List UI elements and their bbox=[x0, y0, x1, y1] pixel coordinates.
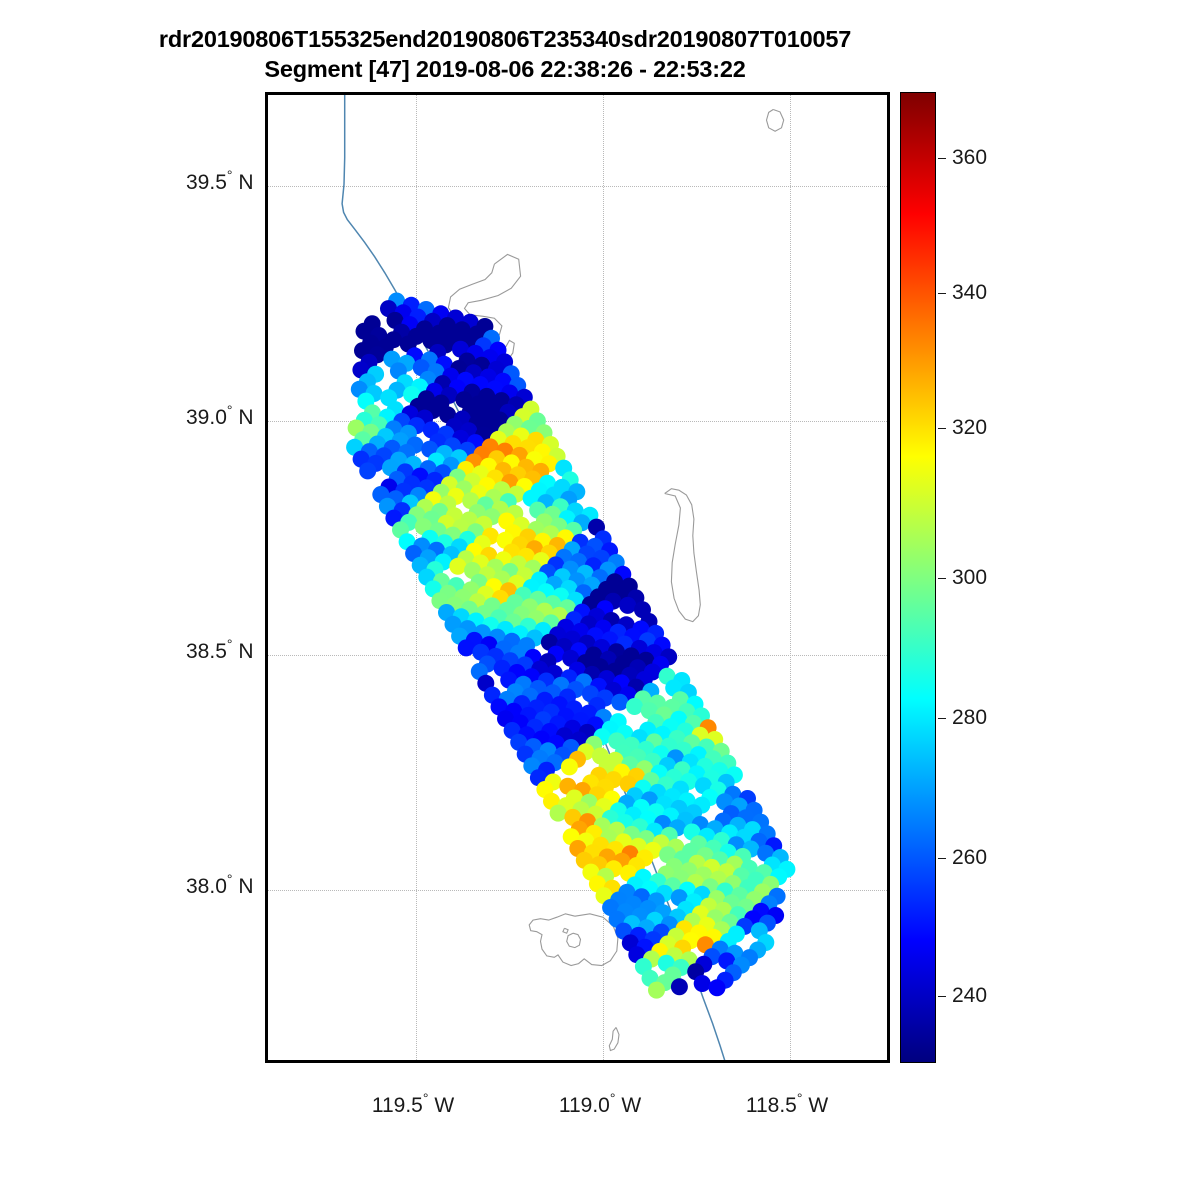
swath-sample-marker bbox=[549, 804, 567, 822]
swath-sample-marker bbox=[449, 557, 467, 575]
swath-sample-marker bbox=[693, 975, 711, 992]
degree-symbol: ° bbox=[226, 402, 233, 418]
ytick-label-38.0: 38.0° N bbox=[186, 872, 254, 899]
xtick-hemisphere: W bbox=[808, 1094, 829, 1117]
xtick-value: 119.5 bbox=[371, 1094, 423, 1117]
title-line-2: Segment [47] 2019-08-06 22:38:26 - 22:53… bbox=[264, 56, 746, 83]
degree-symbol: ° bbox=[226, 636, 233, 652]
xtick-hemisphere: W bbox=[621, 1094, 642, 1117]
lake-south bbox=[608, 1027, 620, 1052]
colorbar-label-240: 240 bbox=[952, 984, 988, 1007]
swath-sample-marker bbox=[457, 639, 475, 657]
colorbar-tick-360 bbox=[938, 158, 946, 159]
colorbar-label-300: 300 bbox=[952, 566, 988, 589]
colorbar-label-260: 260 bbox=[952, 846, 988, 869]
map-axes bbox=[265, 92, 890, 1063]
swath-sample-marker bbox=[611, 693, 629, 711]
coastline-layer bbox=[447, 108, 785, 1052]
swath-sample-marker bbox=[560, 758, 578, 776]
gridline-lat-38.0 bbox=[268, 890, 887, 891]
gridline-lon-118.5 bbox=[790, 95, 791, 1060]
swath-sample-marker bbox=[359, 462, 377, 480]
map-overlay-svg bbox=[341, 95, 796, 1060]
ytick-label-38.5: 38.5° N bbox=[186, 637, 254, 664]
swath-sample-marker bbox=[670, 978, 688, 996]
colorbar-tick-320 bbox=[938, 428, 946, 429]
ytick-value: 38.0 bbox=[186, 875, 227, 898]
colorbar-tick-240 bbox=[938, 996, 946, 997]
title-line-1: rdr20190806T155325end20190806T235340sdr2… bbox=[158, 26, 852, 52]
degree-symbol: ° bbox=[226, 167, 233, 183]
lake-east bbox=[664, 488, 701, 623]
colorbar-tick-280 bbox=[938, 718, 946, 719]
ytick-hemisphere: N bbox=[238, 171, 254, 194]
degree-symbol: ° bbox=[609, 1090, 616, 1106]
lake-mono bbox=[528, 913, 619, 967]
xtick-value: 118.5 bbox=[745, 1094, 797, 1117]
colorbar-label-280: 280 bbox=[952, 706, 988, 729]
xtick-value: 119.0 bbox=[558, 1094, 610, 1117]
xtick-label-119.0: 119.0° W bbox=[558, 1091, 642, 1118]
swath-sample-marker bbox=[648, 981, 665, 999]
gridline-lat-39.5 bbox=[268, 186, 887, 187]
swath-sample-marker bbox=[619, 596, 637, 614]
xtick-hemisphere: W bbox=[434, 1094, 455, 1117]
gridline-lat-39.0 bbox=[268, 421, 887, 422]
ytick-value: 38.5 bbox=[186, 640, 227, 663]
colorbar-tick-260 bbox=[938, 858, 946, 859]
ytick-hemisphere: N bbox=[238, 406, 254, 429]
lake-mono-islet bbox=[562, 927, 569, 934]
page-title: rdr20190806T155325end20190806T235340sdr2… bbox=[0, 24, 1010, 84]
colorbar-tick-340 bbox=[938, 293, 946, 294]
ytick-label-39.5: 39.5° N bbox=[186, 168, 254, 195]
colorbar-gradient bbox=[901, 93, 935, 1062]
map-plot-area bbox=[268, 95, 887, 1060]
colorbar-label-360: 360 bbox=[952, 146, 988, 169]
colorbar-tick-300 bbox=[938, 578, 946, 579]
lake-north bbox=[765, 108, 785, 132]
xtick-label-118.5: 118.5° W bbox=[745, 1091, 829, 1118]
ytick-hemisphere: N bbox=[238, 640, 254, 663]
lake-walker bbox=[447, 253, 522, 372]
ytick-value: 39.0 bbox=[186, 406, 227, 429]
colorbar-label-340: 340 bbox=[952, 281, 988, 304]
colorbar-label-320: 320 bbox=[952, 416, 988, 439]
ytick-label-39.0: 39.0° N bbox=[186, 403, 254, 430]
degree-symbol: ° bbox=[796, 1090, 803, 1106]
swath-sample-marker bbox=[626, 698, 643, 715]
colorbar bbox=[900, 92, 936, 1063]
ytick-hemisphere: N bbox=[238, 875, 254, 898]
xtick-label-119.5: 119.5° W bbox=[371, 1091, 455, 1118]
ytick-value: 39.5 bbox=[186, 171, 227, 194]
swath-scatter-layer bbox=[346, 292, 796, 999]
degree-symbol: ° bbox=[422, 1090, 429, 1106]
gridline-lon-119.5 bbox=[416, 95, 417, 1060]
degree-symbol: ° bbox=[226, 871, 233, 887]
swath-sample-marker bbox=[708, 979, 726, 997]
lake-mono-island bbox=[566, 932, 582, 949]
